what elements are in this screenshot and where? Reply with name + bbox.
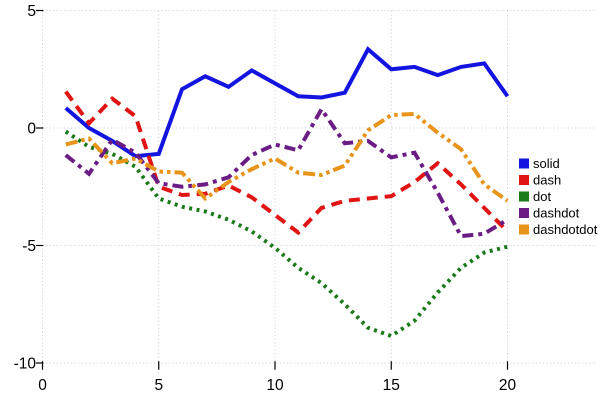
x-tick-label: 10 xyxy=(266,377,284,394)
legend-swatch-dashdotdot xyxy=(519,224,529,235)
legend-label: dashdotdot xyxy=(533,222,598,237)
legend-label: dashdot xyxy=(533,206,580,221)
y-tick-label: 0 xyxy=(27,121,36,138)
legend-item-dot: dot xyxy=(519,189,551,204)
legend-item-dash: dash xyxy=(519,173,561,188)
series-line-dashdot xyxy=(64,105,509,239)
legend-swatch-dot xyxy=(519,191,529,202)
series-line-solid xyxy=(64,46,510,159)
legend-item-dashdot: dashdot xyxy=(519,206,580,221)
legend-item-solid: solid xyxy=(519,156,560,171)
gridlines xyxy=(42,10,595,364)
x-tick-label: 5 xyxy=(154,377,163,394)
y-axis-tick-labels: 5 0 -5 -10 xyxy=(14,3,37,373)
legend-label: dot xyxy=(533,189,551,204)
legend-swatch-dash xyxy=(519,175,529,185)
series-line-dash xyxy=(64,90,509,236)
legend-swatch-solid xyxy=(519,158,529,169)
data-series xyxy=(64,46,510,339)
axis-ticks xyxy=(36,9,509,370)
x-tick-label: 15 xyxy=(383,377,400,394)
series-line-dot xyxy=(64,129,508,339)
y-tick-label: 5 xyxy=(27,3,36,20)
y-tick-label: -5 xyxy=(22,238,36,255)
legend-item-dashdotdot: dashdotdot xyxy=(519,222,598,237)
legend-label: dash xyxy=(533,173,561,188)
legend-swatch-dashdot xyxy=(519,208,529,218)
x-tick-label: 0 xyxy=(38,377,47,394)
legend-label: solid xyxy=(533,156,560,171)
y-tick-label: -10 xyxy=(14,356,37,373)
x-tick-label: 20 xyxy=(499,377,517,394)
x-axis-tick-labels: 0 5 10 15 20 xyxy=(38,377,516,394)
series-line-dashdotdot xyxy=(65,111,509,203)
